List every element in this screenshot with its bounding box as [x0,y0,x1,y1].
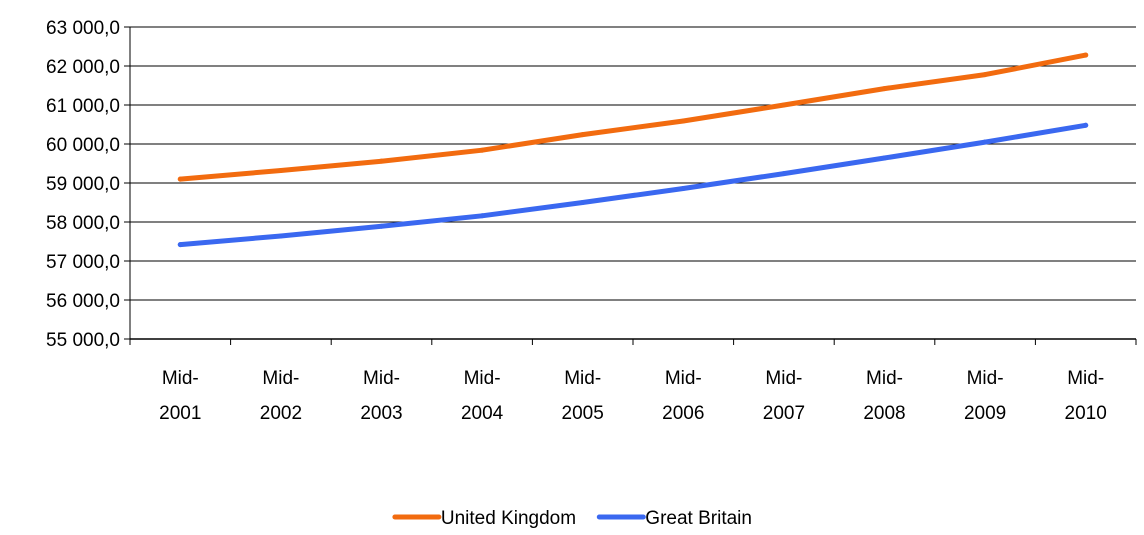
y-tick-label: 62 000,0 [46,57,120,78]
data-point [379,223,384,229]
data-point [1083,122,1089,128]
data-point [680,185,686,191]
data-point [580,132,586,138]
data-point [580,200,586,205]
y-tick-label: 61 000,0 [46,96,120,117]
series-line-1 [177,52,1089,182]
x-tick-label: Mid- [665,368,702,389]
x-tick-label: 2001 [159,403,201,424]
x-tick-label: Mid- [363,368,400,389]
x-tick-label: Mid- [564,368,601,389]
y-tick-label: 60 000,0 [46,135,120,156]
x-tick-label: 2007 [763,403,805,424]
data-point [278,233,284,239]
data-point [278,168,284,174]
y-tick-label: 58 000,0 [46,213,120,234]
data-point [680,118,686,124]
x-tick-label: 2005 [562,403,604,424]
x-tick-label: 2008 [863,403,905,424]
x-tick-label: 2003 [360,403,402,424]
x-tick-label: Mid- [765,368,802,389]
x-tick-label: 2002 [260,403,302,424]
x-tick-label: Mid- [1067,368,1104,389]
x-tick-label: Mid- [464,368,501,389]
x-tick-label: Mid- [866,368,903,389]
data-point [479,147,485,153]
data-point [982,139,988,145]
data-point [177,176,183,182]
legend-label: Great Britain [645,508,752,529]
data-point [882,155,887,161]
x-tick-label: 2006 [662,403,704,424]
y-tick-label: 59 000,0 [46,174,120,195]
x-tick-label: 2004 [461,403,504,424]
x-tick-label: Mid- [967,368,1004,389]
legend-label: United Kingdom [441,508,576,529]
data-point [982,72,988,78]
data-point [1083,52,1089,58]
data-point [781,171,787,177]
y-tick-label: 56 000,0 [46,291,120,312]
data-point [479,213,485,219]
y-tick-label: 63 000,0 [46,18,120,39]
x-tick-label: Mid- [262,368,299,389]
data-point [379,158,384,164]
data-point [781,102,787,108]
x-tick-label: Mid- [162,368,199,389]
y-tick-label: 55 000,0 [46,330,120,351]
x-tick-label: 2010 [1065,403,1107,424]
y-tick-label: 57 000,0 [46,252,120,273]
data-point [882,86,887,92]
x-tick-label: 2009 [964,403,1006,424]
series-line-2 [177,122,1089,248]
data-point [177,242,183,248]
